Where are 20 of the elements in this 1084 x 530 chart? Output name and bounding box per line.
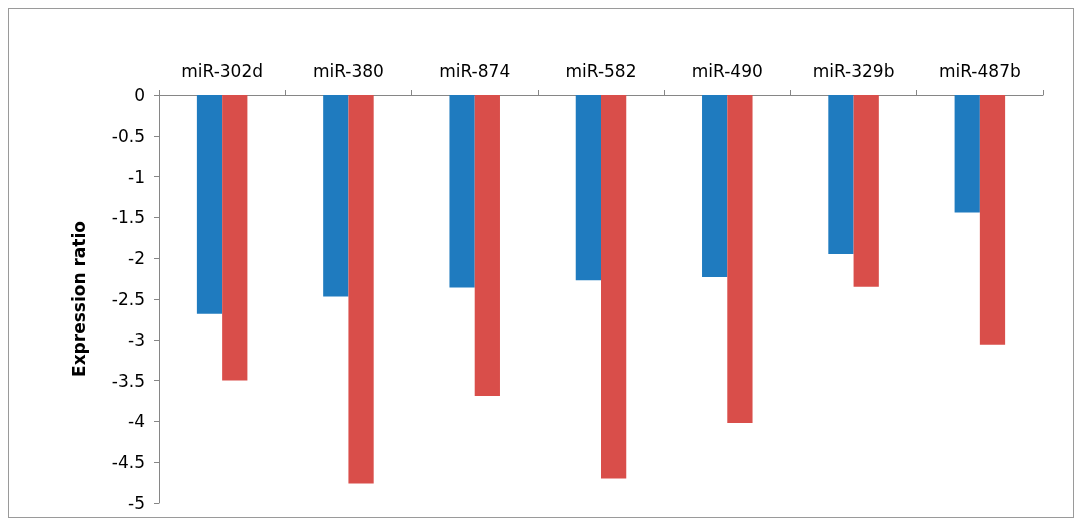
y-axis-title: Expression ratio <box>68 221 89 377</box>
y-tick-label: -3 <box>128 329 145 350</box>
x-tick-label: miR-490 <box>691 60 763 81</box>
chart-frame: Expression ratio -5 -4.5 -4 -3.5 -3 -2.5 -2 -1.5 -1 -0.5 0 miR-302d miR-380 miR-874 miR-582 miR-490 miR-329b miR-487b <box>8 8 1074 518</box>
y-tick-label: -2 <box>128 248 145 269</box>
y-tick-label: -2.5 <box>111 289 145 309</box>
x-tick-label: miR-874 <box>439 60 511 81</box>
x-tick-label: miR-302d <box>181 60 264 81</box>
y-tick-label: -4.5 <box>111 452 145 473</box>
y-tick-label: 0 <box>134 85 145 105</box>
y-tick-label: -5 <box>128 493 145 513</box>
y-tick-label: -1 <box>128 166 145 187</box>
x-tick-label: miR-380 <box>312 60 384 81</box>
y-tick-label: -0.5 <box>111 125 145 146</box>
y-tick-label: -3.5 <box>111 370 145 391</box>
y-tick-label: -1.5 <box>111 207 145 228</box>
x-tick-label: miR-487b <box>938 60 1021 81</box>
x-tick-label: miR-329b <box>812 60 895 81</box>
x-tick-label: miR-582 <box>565 60 637 81</box>
y-tick-label: -4 <box>128 411 145 432</box>
